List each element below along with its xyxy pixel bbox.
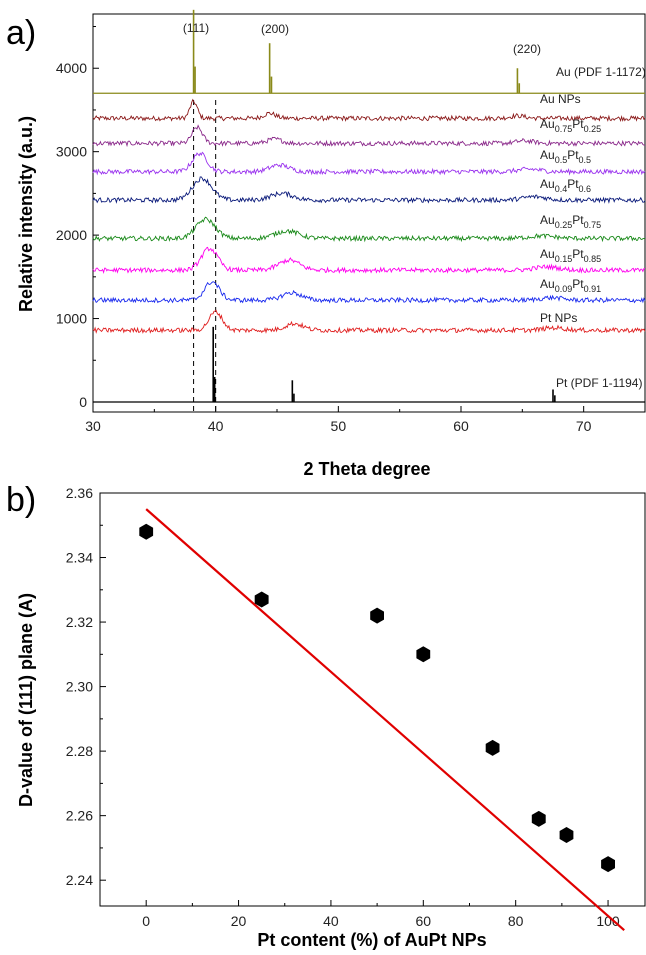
panel-b-label: b)	[6, 481, 36, 519]
series-label: Au0.09Pt0.91	[540, 277, 601, 294]
data-point-hexagon	[531, 810, 546, 827]
panel-b-plot-frame	[99, 492, 646, 907]
panel-a-dashed-lines	[193, 99, 217, 412]
panel-a-annotations: (111) (200) (220) Au (PDF 1-1172) Pt (PDF 1-…	[183, 21, 646, 390]
panel-a-x-tick-label: 60	[453, 418, 469, 434]
panel-b-x-tick-label: 40	[323, 913, 339, 929]
panel-b-y-tick-label: 2.28	[66, 743, 93, 759]
panel-b-x-tick-label: 80	[508, 913, 524, 929]
data-point-hexagon	[601, 856, 615, 873]
panel-a-x-tick-label: 40	[208, 418, 224, 434]
panel-a-x-axis-title: 2 Theta degree	[303, 459, 430, 479]
panel-b-x-tick-label: 100	[596, 913, 620, 929]
data-point-hexagon	[559, 827, 574, 843]
panel-b-y-tick-label: 2.36	[66, 485, 93, 501]
xrd-series-line	[92, 281, 646, 304]
panel-b-scatter-chart: b) 0 20 40 60 80 100 2.24 2.26 2.28 2.30 2.32 2.34 2…	[6, 481, 646, 950]
panel-a-y-tick-label: 0	[79, 394, 87, 410]
series-label: Au0.5Pt0.5	[540, 148, 591, 165]
series-label: Au0.75Pt0.25	[540, 117, 601, 134]
panel-b-x-tick-label: 60	[416, 913, 432, 929]
panel-a-xrd-chart: a) 30 40 50 60 70 0 1000 2000 3000 4000 (111) (200…	[6, 9, 646, 479]
data-point-hexagon	[416, 646, 431, 663]
xrd-series-line	[92, 151, 646, 176]
panel-a-y-axis-title: Relative intensity (a.u.)	[16, 116, 36, 312]
data-point-hexagon	[485, 739, 500, 756]
data-point-hexagon	[370, 607, 384, 624]
panel-b-x-tick-label: 0	[142, 913, 150, 929]
xrd-series-line	[92, 246, 646, 274]
xrd-series-line	[92, 309, 646, 334]
xrd-series-line	[92, 176, 646, 204]
panel-b-y-tick-label: 2.26	[66, 808, 93, 824]
xrd-series-line	[92, 124, 646, 148]
panel-b-ticks: 0 20 40 60 80 100 2.24 2.26 2.28 2.30 2.32 2.34 2.36	[66, 485, 620, 929]
peak-label: (200)	[261, 22, 289, 36]
panel-b-y-tick-label: 2.30	[66, 679, 93, 695]
reference-pattern-label: Pt (PDF 1-1194)	[556, 376, 642, 390]
panel-a-series	[92, 98, 646, 334]
xrd-series-line	[92, 98, 646, 122]
reference-pattern	[93, 9, 645, 94]
series-label: Au NPs	[540, 92, 581, 106]
panel-a-x-tick-label: 30	[85, 418, 101, 434]
panel-a-label: a)	[6, 14, 36, 52]
panel-b-y-tick-label: 2.34	[66, 550, 93, 566]
panel-b-y-axis-title: D-value of (111) plane (A)	[16, 593, 36, 807]
panel-b-fit-line	[145, 508, 625, 932]
panel-a-ticks: 30 40 50 60 70 0 1000 2000 3000 4000	[56, 26, 592, 434]
panel-b-y-tick-label: 2.32	[66, 614, 93, 630]
panel-a-y-tick-label: 2000	[56, 227, 87, 243]
series-label: Pt NPs	[540, 311, 577, 325]
panel-a-y-tick-label: 3000	[56, 144, 87, 160]
data-point-hexagon	[139, 523, 154, 540]
peak-label: (111)	[183, 21, 209, 35]
data-point-hexagon	[254, 591, 269, 608]
panel-a-x-tick-label: 70	[576, 418, 592, 434]
panel-b-points	[139, 523, 615, 873]
linear-fit-line	[145, 508, 625, 932]
series-label: Au0.4Pt0.6	[540, 177, 591, 194]
reference-pattern	[93, 326, 645, 403]
series-label: Au0.25Pt0.75	[540, 213, 601, 230]
panel-b-x-axis-title: Pt content (%) of AuPt NPs	[257, 930, 486, 950]
series-label: Au0.15Pt0.85	[540, 247, 601, 264]
xrd-series-line	[92, 216, 646, 243]
reference-pattern-label: Au (PDF 1-1172)	[556, 65, 646, 79]
panel-a-y-tick-label: 1000	[56, 311, 87, 327]
panel-b-y-tick-label: 2.24	[66, 872, 93, 888]
panel-a-x-tick-label: 50	[331, 418, 347, 434]
panel-a-reference-patterns	[93, 9, 645, 403]
panel-a-plot-frame	[92, 13, 646, 413]
peak-label: (220)	[513, 42, 541, 56]
panel-a-y-tick-label: 4000	[56, 60, 87, 76]
panel-b-x-tick-label: 20	[231, 913, 247, 929]
